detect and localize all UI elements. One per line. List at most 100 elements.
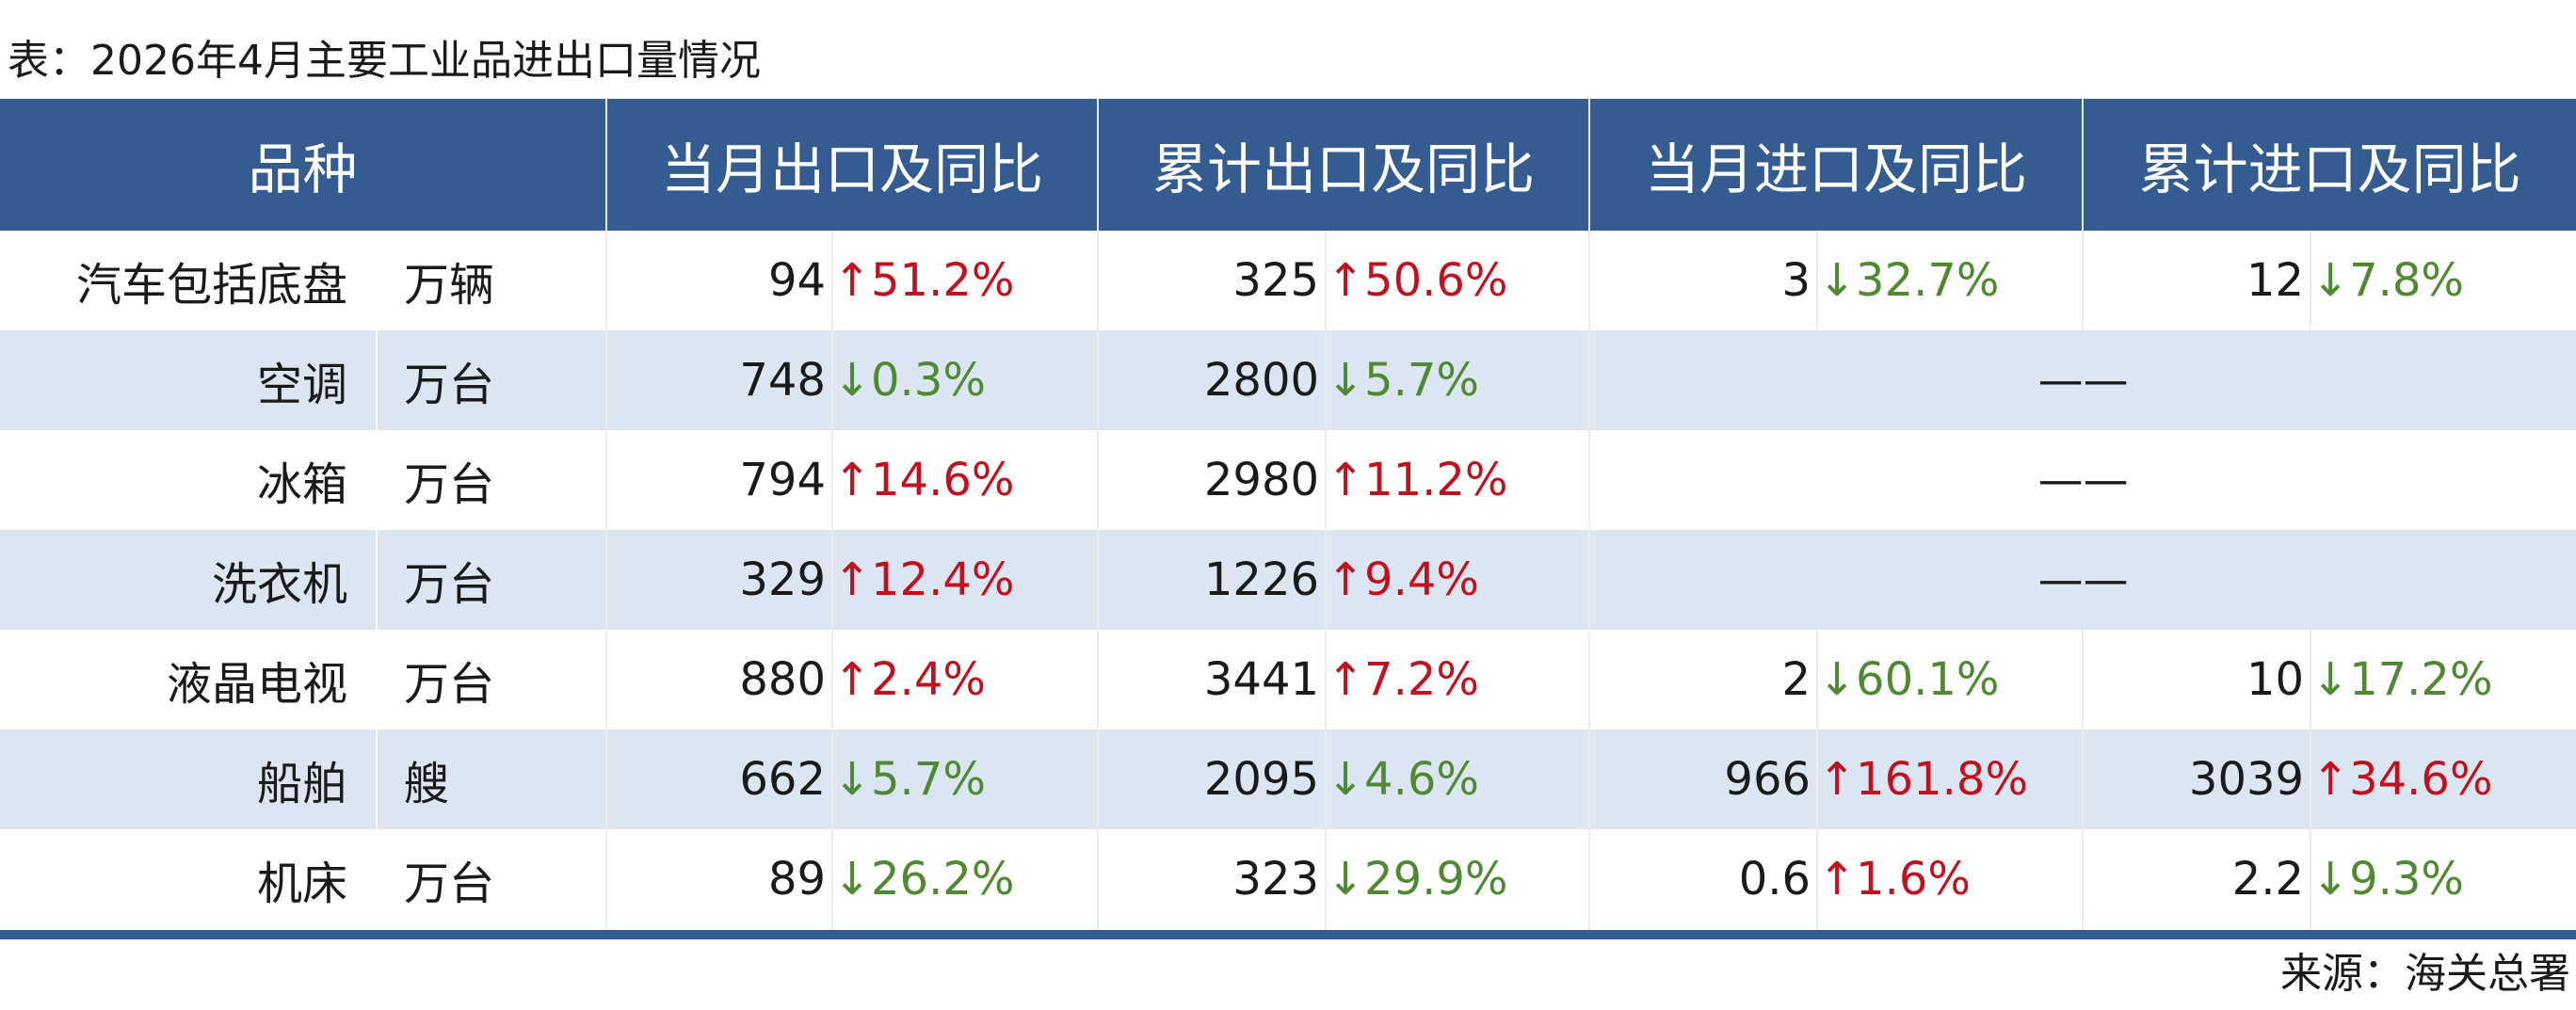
import-not-available: —— xyxy=(1588,530,2576,630)
monthly-import-change: ↓60.1% xyxy=(1816,630,2084,729)
monthly-export-value: 748 xyxy=(605,330,833,430)
table-row: 液晶电视 万台 880 ↑2.4% 3441 ↑7.2% 2 ↓60.1% 10… xyxy=(0,630,2576,729)
product-unit: 万台 xyxy=(375,430,607,530)
product-unit: 万台 xyxy=(375,829,607,929)
monthly-export-pct: 26.2% xyxy=(871,853,1015,906)
monthly-import-change: ↑161.8% xyxy=(1816,729,2084,829)
header-cumulative-import: 累计进口及同比 xyxy=(2082,99,2576,231)
up-arrow-icon: ↑ xyxy=(1327,254,1365,307)
cumulative-export-value: 2800 xyxy=(1097,330,1327,430)
product-unit: 万辆 xyxy=(375,231,607,330)
cumulative-export-change: ↑9.4% xyxy=(1325,530,1590,630)
up-arrow-icon: ↑ xyxy=(833,254,872,307)
table-row: 船舶 艘 662 ↓5.7% 2095 ↓4.6% 966 ↑161.8% 30… xyxy=(0,729,2576,829)
up-arrow-icon: ↑ xyxy=(2311,753,2350,806)
monthly-import-pct: 60.1% xyxy=(1856,653,2000,706)
product-name: 冰箱 xyxy=(256,458,347,511)
monthly-import-change: ↓32.7% xyxy=(1816,231,2084,330)
cumulative-export-pct: 7.2% xyxy=(1364,653,1479,706)
cumulative-import-pct: 34.6% xyxy=(2349,753,2493,806)
monthly-export-change: ↑2.4% xyxy=(831,630,1099,729)
monthly-export-pct: 2.4% xyxy=(871,653,986,706)
cumulative-export-change: ↑11.2% xyxy=(1325,430,1590,530)
table-row: 汽车包括底盘 万辆 94 ↑51.2% 325 ↑50.6% 3 ↓32.7% … xyxy=(0,231,2576,330)
monthly-export-pct: 51.2% xyxy=(871,254,1015,307)
monthly-import-pct: 32.7% xyxy=(1856,254,2000,307)
down-arrow-icon: ↓ xyxy=(1327,853,1365,906)
cumulative-import-value: 3039 xyxy=(2082,729,2311,829)
product-unit: 万台 xyxy=(375,330,607,430)
cumulative-import-change: ↓7.8% xyxy=(2310,231,2576,330)
cumulative-import-value: 2.2 xyxy=(2082,829,2311,929)
cumulative-export-pct: 4.6% xyxy=(1364,753,1479,806)
monthly-import-pct: 1.6% xyxy=(1856,853,1971,906)
cumulative-import-pct: 17.2% xyxy=(2349,653,2493,706)
up-arrow-icon: ↑ xyxy=(833,653,872,706)
header-monthly-export: 当月出口及同比 xyxy=(605,99,1099,231)
monthly-export-value: 794 xyxy=(605,430,833,530)
product-name: 机床 xyxy=(256,858,347,910)
header-cumulative-export: 累计出口及同比 xyxy=(1097,99,1590,231)
cumulative-export-pct: 5.7% xyxy=(1364,354,1479,407)
monthly-import-value: 0.6 xyxy=(1588,829,1818,929)
monthly-export-value: 662 xyxy=(605,729,833,829)
monthly-export-change: ↑51.2% xyxy=(831,231,1099,330)
up-arrow-icon: ↑ xyxy=(1818,853,1857,906)
monthly-export-change: ↓5.7% xyxy=(831,729,1099,829)
monthly-export-change: ↓0.3% xyxy=(831,330,1099,430)
cumulative-export-value: 2095 xyxy=(1097,729,1327,829)
cumulative-export-change: ↓4.6% xyxy=(1325,729,1590,829)
monthly-import-pct: 161.8% xyxy=(1856,753,2029,806)
up-arrow-icon: ↑ xyxy=(833,454,872,506)
table-row: 空调 万台 748 ↓0.3% 2800 ↓5.7% —— xyxy=(0,330,2576,430)
down-arrow-icon: ↓ xyxy=(2311,853,2350,906)
table-bottom-rule xyxy=(0,930,2576,939)
cumulative-export-pct: 29.9% xyxy=(1364,853,1508,906)
cumulative-export-value: 2980 xyxy=(1097,430,1327,530)
down-arrow-icon: ↓ xyxy=(1327,354,1365,407)
table-row: 机床 万台 89 ↓26.2% 323 ↓29.9% 0.6 ↑1.6% 2.2… xyxy=(0,829,2576,929)
up-arrow-icon: ↑ xyxy=(1327,454,1365,506)
down-arrow-icon: ↓ xyxy=(2311,653,2350,706)
product-name: 液晶电视 xyxy=(166,658,347,711)
header-variety: 品种 xyxy=(248,137,358,201)
product-name: 船舶 xyxy=(256,758,347,810)
cumulative-export-change: ↑7.2% xyxy=(1325,630,1590,729)
monthly-export-value: 94 xyxy=(605,231,833,330)
product-unit: 艘 xyxy=(375,729,607,829)
monthly-import-value: 2 xyxy=(1588,630,1818,729)
cumulative-export-change: ↓29.9% xyxy=(1325,829,1590,929)
monthly-export-pct: 12.4% xyxy=(871,553,1015,606)
monthly-export-pct: 0.3% xyxy=(871,354,986,407)
down-arrow-icon: ↓ xyxy=(833,753,872,806)
table-caption: 表：2026年4月主要工业品进出口量情况 xyxy=(8,37,761,85)
import-not-available: —— xyxy=(1588,430,2576,530)
table-row: 洗衣机 万台 329 ↑12.4% 1226 ↑9.4% —— xyxy=(0,530,2576,630)
monthly-export-value: 329 xyxy=(605,530,833,630)
down-arrow-icon: ↓ xyxy=(1818,653,1857,706)
cumulative-export-change: ↓5.7% xyxy=(1325,330,1590,430)
cumulative-export-value: 1226 xyxy=(1097,530,1327,630)
product-name: 洗衣机 xyxy=(211,558,347,611)
monthly-export-change: ↓26.2% xyxy=(831,829,1099,929)
up-arrow-icon: ↑ xyxy=(1327,553,1365,606)
monthly-export-change: ↑14.6% xyxy=(831,430,1099,530)
cumulative-export-value: 323 xyxy=(1097,829,1327,929)
down-arrow-icon: ↓ xyxy=(833,853,872,906)
monthly-import-value: 3 xyxy=(1588,231,1818,330)
cumulative-export-change: ↑50.6% xyxy=(1325,231,1590,330)
monthly-import-change: ↑1.6% xyxy=(1816,829,2084,929)
cumulative-export-value: 325 xyxy=(1097,231,1327,330)
up-arrow-icon: ↑ xyxy=(833,553,872,606)
up-arrow-icon: ↑ xyxy=(1818,753,1857,806)
source-note: 来源：海关总署 xyxy=(2280,950,2570,998)
cumulative-import-value: 10 xyxy=(2082,630,2311,729)
cumulative-export-value: 3441 xyxy=(1097,630,1327,729)
cumulative-import-change: ↓9.3% xyxy=(2310,829,2576,929)
monthly-export-value: 89 xyxy=(605,829,833,929)
table-row: 冰箱 万台 794 ↑14.6% 2980 ↑11.2% —— xyxy=(0,430,2576,530)
up-arrow-icon: ↑ xyxy=(1327,653,1365,706)
cumulative-import-pct: 7.8% xyxy=(2349,254,2465,307)
header-monthly-import: 当月进口及同比 xyxy=(1588,99,2084,231)
product-name: 空调 xyxy=(256,359,347,411)
